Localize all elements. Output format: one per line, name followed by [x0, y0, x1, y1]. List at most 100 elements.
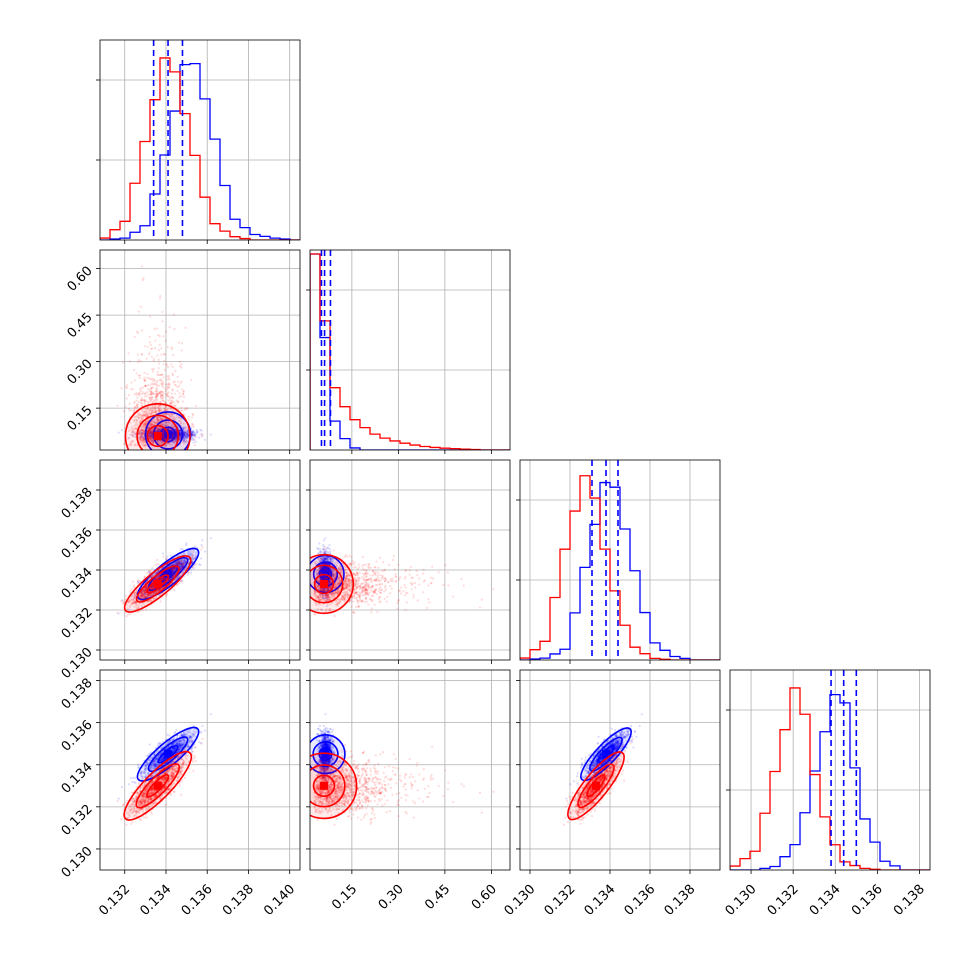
- sample-point: [150, 434, 154, 437]
- sample-point: [152, 440, 155, 444]
- sample-point: [200, 429, 203, 432]
- sample-point: [186, 435, 189, 439]
- sample-point: [136, 331, 139, 334]
- sample-point: [150, 355, 153, 358]
- sample-point: [164, 389, 167, 393]
- sample-point: [199, 563, 202, 567]
- sample-point: [161, 435, 165, 438]
- sample-point: [172, 434, 175, 437]
- sample-point: [184, 438, 188, 441]
- sample-point: [135, 372, 138, 375]
- sample-point: [143, 345, 146, 348]
- density-peak: [153, 432, 162, 441]
- sample-point: [122, 442, 126, 446]
- sample-point: [174, 428, 177, 431]
- sample-point: [146, 372, 149, 375]
- sample-point: [172, 435, 175, 438]
- sample-point: [161, 435, 165, 439]
- sample-point: [186, 434, 189, 437]
- sample-point: [182, 438, 186, 441]
- sample-point: [141, 436, 144, 439]
- sample-point: [142, 391, 145, 394]
- sample-point: [175, 429, 178, 433]
- sample-point: [182, 426, 185, 430]
- sample-point: [157, 428, 160, 431]
- sample-point: [159, 428, 162, 431]
- sample-point: [178, 428, 181, 431]
- sample-point: [156, 429, 159, 433]
- sample-point: [186, 434, 189, 437]
- sample-point: [161, 433, 164, 436]
- sample-point: [133, 379, 136, 382]
- sample-point: [183, 431, 186, 434]
- sample-point: [150, 440, 153, 443]
- sample-point: [182, 428, 185, 431]
- sample-point: [182, 433, 185, 436]
- sample-point: [157, 358, 160, 361]
- sample-point: [156, 430, 159, 433]
- sample-point: [139, 360, 142, 363]
- sample-point: [179, 434, 182, 437]
- sample-point: [180, 342, 184, 345]
- sample-point: [172, 431, 175, 435]
- sample-point: [174, 384, 178, 387]
- sample-point: [149, 434, 152, 438]
- sample-point: [184, 437, 187, 440]
- sample-point: [161, 397, 164, 400]
- sample-point: [168, 438, 171, 441]
- sample-point: [148, 436, 151, 440]
- sample-point: [175, 431, 178, 434]
- sample-point: [184, 326, 187, 329]
- sample-point: [145, 391, 149, 394]
- sample-point: [159, 297, 162, 300]
- sample-point: [147, 393, 150, 396]
- sample-point: [171, 433, 174, 436]
- sample-point: [192, 425, 195, 429]
- sample-point: [160, 440, 163, 444]
- sample-point: [132, 409, 136, 412]
- sample-point: [128, 360, 132, 363]
- sample-point: [193, 438, 196, 441]
- sample-point: [163, 359, 166, 362]
- sample-point: [192, 438, 195, 442]
- sample-point: [184, 434, 187, 437]
- sample-point: [178, 429, 181, 432]
- sample-point: [147, 353, 151, 356]
- sample-point: [149, 437, 152, 440]
- sample-point: [156, 429, 160, 432]
- sample-point: [180, 406, 183, 409]
- sample-point: [180, 394, 183, 398]
- sample-point: [149, 430, 152, 434]
- sample-point: [185, 433, 188, 436]
- sample-point: [182, 392, 185, 396]
- sample-point: [175, 433, 178, 437]
- sample-point: [170, 363, 173, 366]
- sample-point: [157, 373, 160, 377]
- sample-point: [149, 435, 152, 439]
- sample-point: [167, 428, 170, 431]
- scatter-panel-1-0: 0.150.300.450.60: [65, 249, 301, 454]
- sample-point: [124, 405, 127, 408]
- sample-point: [185, 433, 188, 436]
- sample-point: [155, 327, 159, 330]
- sample-point: [125, 384, 129, 387]
- sample-point: [172, 433, 175, 436]
- sample-point: [138, 374, 141, 377]
- sample-point: [133, 335, 136, 338]
- sample-point: [186, 432, 189, 436]
- sample-point: [192, 437, 195, 440]
- sample-point: [171, 432, 174, 435]
- sample-point: [184, 425, 187, 429]
- sample-point: [135, 406, 138, 409]
- sample-point: [139, 402, 142, 405]
- sample-point: [152, 367, 155, 371]
- sample-point: [172, 432, 175, 435]
- sample-point: [149, 315, 152, 318]
- sample-point: [140, 428, 143, 431]
- sample-point: [191, 423, 195, 426]
- sample-point: [151, 436, 154, 439]
- sample-point: [194, 440, 198, 443]
- sample-point: [159, 428, 162, 431]
- sample-point: [157, 367, 160, 370]
- sample-point: [149, 432, 152, 435]
